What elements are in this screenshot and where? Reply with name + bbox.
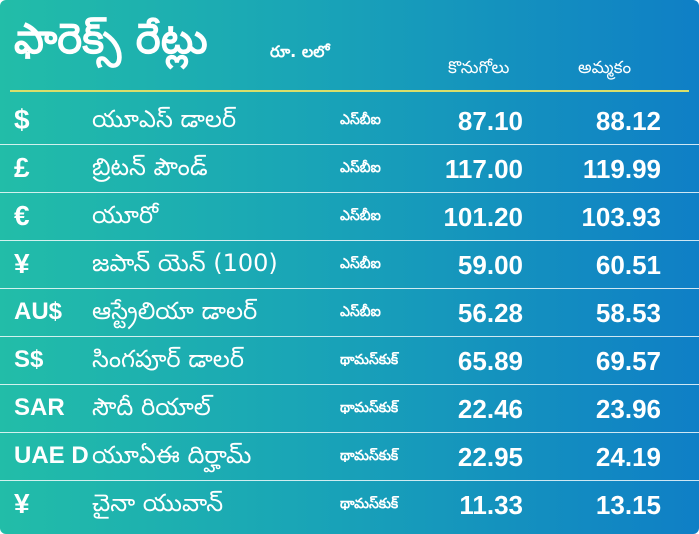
buy-rate: 56.28 [457, 298, 523, 328]
sell-rate: 88.12 [595, 106, 661, 136]
table-row: ¥ జపాన్ యెన్ (100) ఎస్‌బీఐ 59.00 60.51 [0, 241, 699, 289]
sell-rate: 58.53 [595, 298, 661, 328]
currency-symbol: $ [14, 104, 30, 135]
bank-name: థామస్‌కుక్ [340, 400, 399, 416]
bank-name: ఎస్‌బీఐ [340, 304, 381, 320]
buy-rate: 11.33 [459, 490, 523, 520]
currency-name: సింగపూర్ డాలర్ [92, 345, 245, 373]
currency-name: చైనా యువాన్ [92, 489, 224, 517]
bank-name: ఎస్‌బీఐ [340, 112, 381, 128]
currency-name: బ్రిటన్ పౌండ్ [92, 153, 208, 181]
table-row: ¥ చైనా యువాన్ థామస్‌కుక్ 11.33 13.15 [0, 481, 699, 528]
currency-symbol: ¥ [14, 488, 30, 519]
sell-rate: 103.93 [581, 202, 661, 232]
buy-rate: 22.46 [457, 394, 523, 424]
buy-rate: 65.89 [457, 346, 523, 376]
rates-table: $ యూఎస్ డాలర్ ఎస్‌బీఐ 87.10 88.12 £ బ్రి… [0, 97, 699, 528]
sell-rate: 23.96 [595, 394, 661, 424]
bank-name: ఎస్‌బీఐ [340, 160, 381, 176]
table-row: $ యూఎస్ డాలర్ ఎస్‌బీఐ 87.10 88.12 [0, 97, 699, 145]
table-row: S$ సింగపూర్ డాలర్ థామస్‌కుక్ 65.89 69.57 [0, 337, 699, 385]
buy-rate: 22.95 [457, 442, 523, 472]
currency-name: యూఎస్ డాలర్ [92, 105, 237, 133]
currency-symbol: ¥ [14, 248, 30, 279]
currency-name: ఆస్ట్రేలియా డాలర్ [92, 297, 258, 325]
currency-symbol: UAE D [14, 442, 89, 469]
buy-rate: 117.00 [444, 154, 523, 184]
sell-rate: 13.15 [595, 490, 661, 520]
header-divider [10, 90, 689, 92]
sell-rate: 24.19 [595, 442, 661, 472]
unit-label: రూ. లలో [270, 42, 330, 61]
table-row: £ బ్రిటన్ పౌండ్ ఎస్‌బీఐ 117.00 119.99 [0, 145, 699, 193]
sell-rate: 60.51 [595, 250, 661, 280]
page-title: ఫారెక్స్ రేట్లు [14, 14, 208, 63]
buy-rate: 87.10 [457, 106, 523, 136]
buy-column-header: కొనుగోలు [448, 58, 510, 78]
currency-symbol: SAR [14, 394, 65, 421]
currency-name: యూఏఈ దిర్హామ్ [92, 441, 252, 469]
bank-name: థామస్‌కుక్ [340, 448, 399, 464]
table-row: UAE D యూఏఈ దిర్హామ్ థామస్‌కుక్ 22.95 24.… [0, 433, 699, 481]
bank-name: ఎస్‌బీఐ [340, 256, 381, 272]
table-row: SAR సౌదీ రియాల్ థామస్‌కుక్ 22.46 23.96 [0, 385, 699, 433]
buy-rate: 101.20 [443, 202, 523, 232]
currency-symbol: S$ [14, 346, 44, 373]
bank-name: థామస్‌కుక్ [340, 496, 399, 512]
currency-symbol: AU$ [14, 298, 63, 325]
buy-rate: 59.00 [457, 250, 523, 280]
currency-name: యూరో [92, 201, 159, 229]
bank-name: ఎస్‌బీఐ [340, 208, 381, 224]
sell-rate: 119.99 [582, 154, 661, 184]
currency-symbol: € [14, 200, 30, 231]
currency-name: సౌదీ రియాల్ [92, 393, 211, 421]
sell-column-header: అమ్మకం [578, 58, 632, 78]
table-row: € యూరో ఎస్‌బీఐ 101.20 103.93 [0, 193, 699, 241]
sell-rate: 69.57 [595, 346, 661, 376]
bank-name: థామస్‌కుక్ [340, 352, 399, 368]
currency-symbol: £ [14, 152, 30, 183]
currency-name: జపాన్ యెన్ (100) [92, 249, 278, 277]
table-row: AU$ ఆస్ట్రేలియా డాలర్ ఎస్‌బీఐ 56.28 58.5… [0, 289, 699, 337]
